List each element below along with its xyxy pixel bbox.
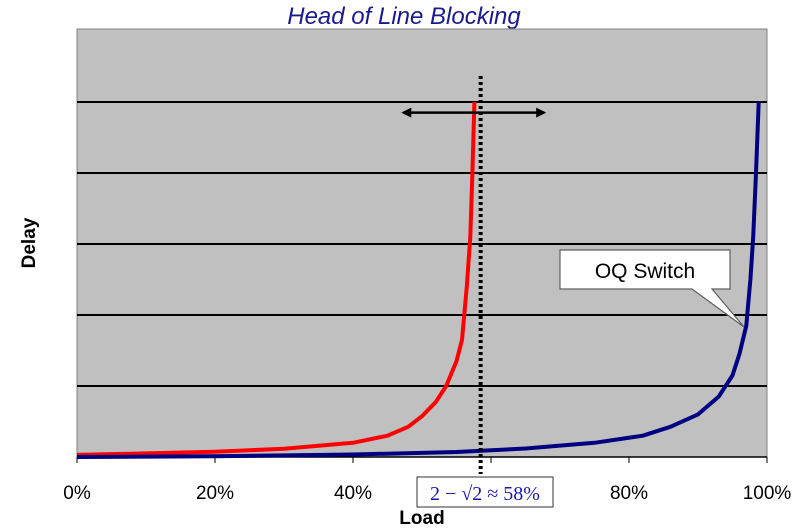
limit-formula-label: 2 − √2 ≈ 58% [416,476,554,508]
chart-title: Head of Line Blocking [287,3,521,30]
oq-switch-delay-curve [76,101,761,459]
x-tick-label: 0% [63,483,91,504]
x-axis-ticks: 0% 20% 40% 80% 100% [63,457,791,504]
hol-delay-curve [76,101,477,457]
series-group [76,101,761,459]
gridlines [77,101,767,387]
callout-text: OQ Switch [595,260,695,283]
y-axis-label: Delay [19,217,40,268]
x-tick-label: 20% [196,483,234,504]
formula-box [416,476,554,508]
x-tick-label: 80% [610,483,648,504]
x-axis-label: Load [399,508,444,529]
callout-box [559,249,745,328]
oq-switch-callout: OQ Switch [559,249,745,328]
formula-text: 2 − √2 ≈ 58% [430,483,540,505]
x-tick-label: 100% [743,483,792,504]
x-tick-label: 40% [334,483,372,504]
